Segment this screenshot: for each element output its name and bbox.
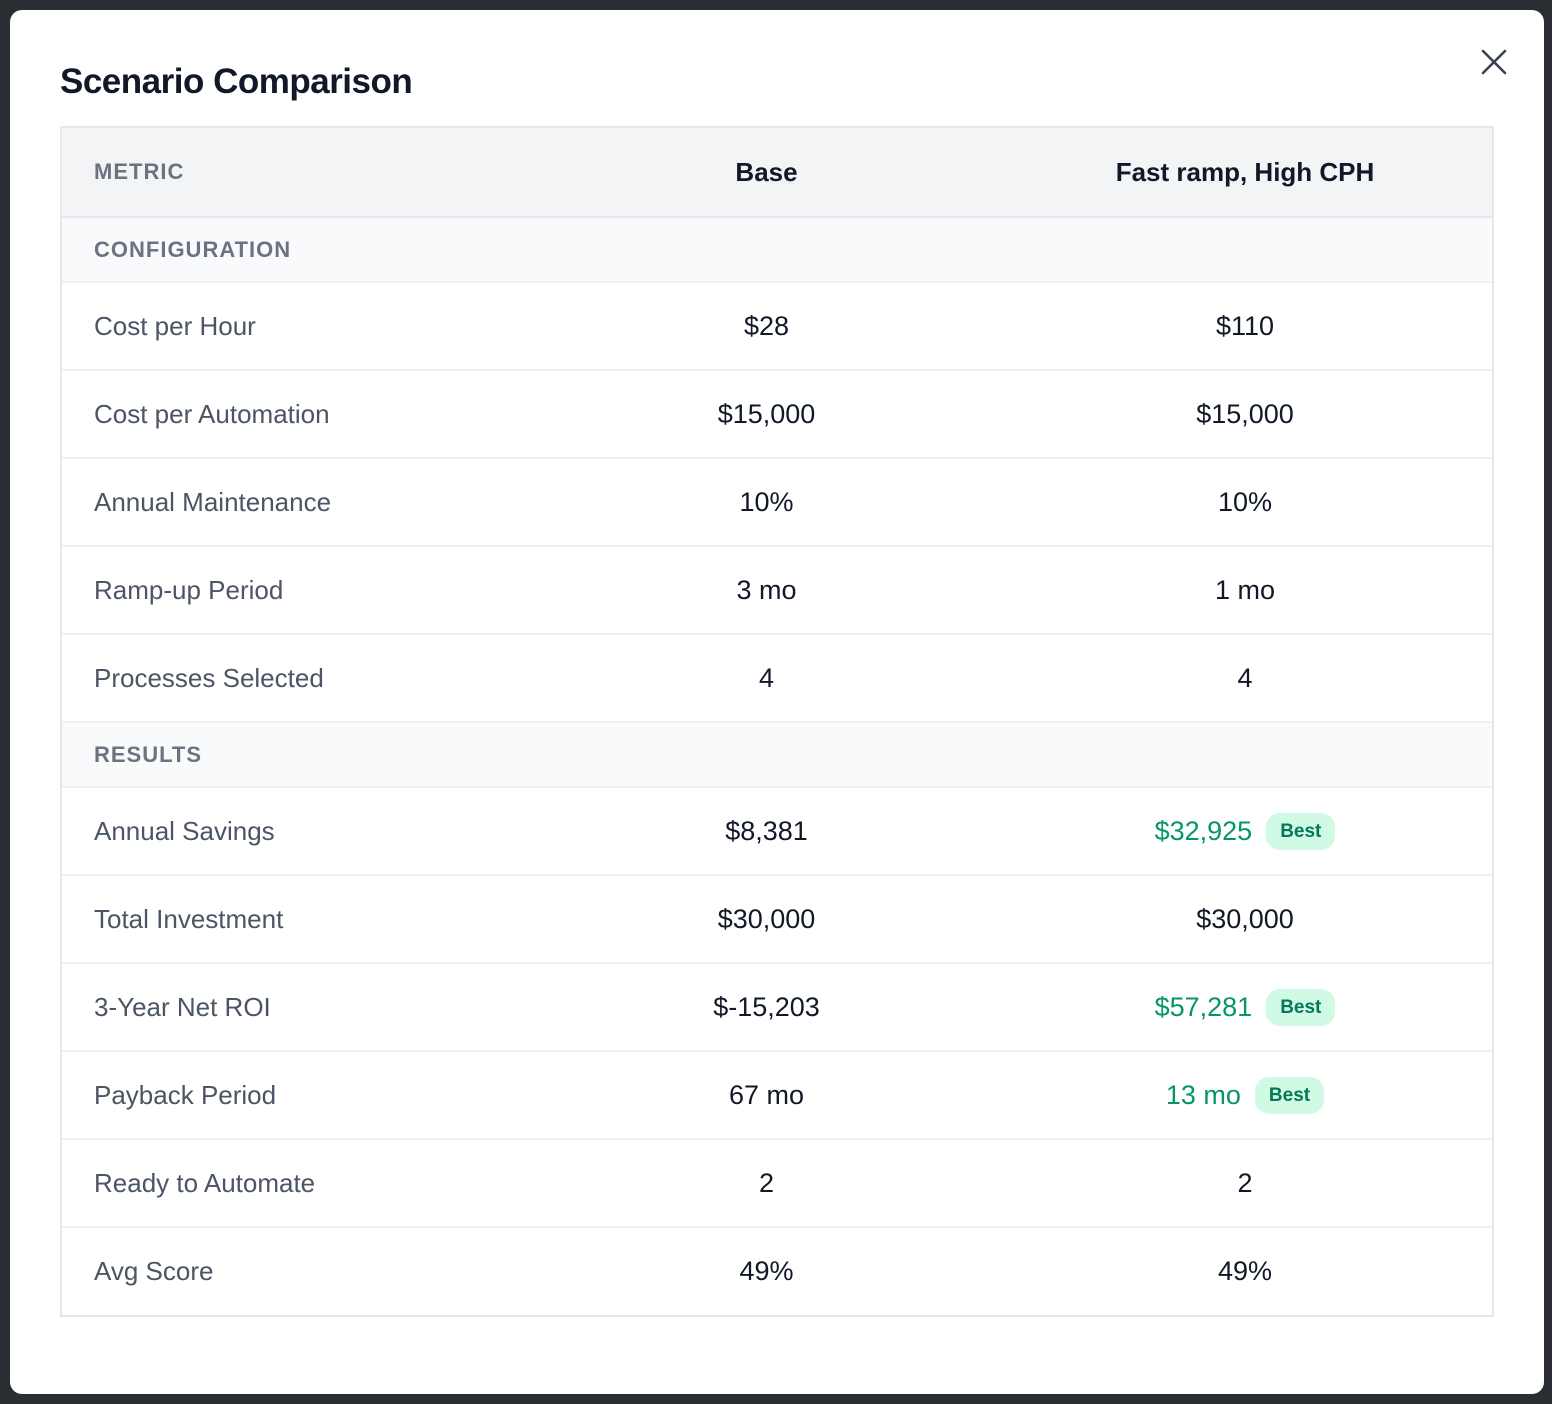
- metric-label: Total Investment: [94, 903, 284, 934]
- best-value-wrap: $32,925 Best: [1154, 812, 1336, 850]
- column-header-scenario-base: Base: [735, 156, 798, 187]
- comparison-table-container: METRIC Base Fast ramp, High CPH CONFIGUR…: [60, 126, 1494, 1317]
- metric-value: $110: [1215, 310, 1275, 341]
- value-cell-base: $8,381: [535, 787, 998, 875]
- metric-value: 4: [758, 662, 775, 693]
- value-cell-base: $-15,203: [535, 963, 998, 1051]
- metric-label: Annual Savings: [94, 815, 275, 846]
- value-cell-fast-ramp: 10%: [998, 458, 1492, 546]
- value-cell-fast-ramp: 2: [998, 1139, 1492, 1227]
- value-cell-fast-ramp: $30,000: [998, 875, 1492, 963]
- section-header-row: CONFIGURATION: [62, 217, 1492, 282]
- value-cell-base: 3 mo: [535, 546, 998, 634]
- metric-value: 1 mo: [1214, 574, 1276, 605]
- metric-label: Ready to Automate: [94, 1167, 316, 1198]
- best-value: 13 mo: [1165, 1079, 1241, 1110]
- metric-label: Cost per Hour: [94, 310, 256, 341]
- metric-value: 2: [758, 1167, 775, 1198]
- best-badge: Best: [1266, 812, 1336, 850]
- metric-value: 10%: [739, 486, 794, 517]
- metric-label: Payback Period: [94, 1079, 277, 1110]
- value-cell-base: $15,000: [535, 370, 998, 458]
- modal-title: Scenario Comparison: [60, 62, 413, 101]
- metric-value: 49%: [739, 1256, 794, 1286]
- column-header-scenario-fast-ramp: Fast ramp, High CPH: [1115, 156, 1375, 187]
- table-row: Ready to Automate 2 2: [62, 1139, 1492, 1227]
- metric-value: $30,000: [717, 903, 816, 934]
- table-row: Total Investment $30,000 $30,000: [62, 875, 1492, 963]
- metric-label: Cost per Automation: [94, 398, 330, 429]
- value-cell-base: 49%: [535, 1227, 998, 1315]
- metric-label: Ramp-up Period: [94, 574, 284, 605]
- table-header-row: METRIC Base Fast ramp, High CPH: [62, 128, 1492, 217]
- value-cell-base: 67 mo: [535, 1051, 998, 1139]
- metric-value: 3 mo: [736, 574, 797, 605]
- metric-value: 2: [1237, 1167, 1253, 1198]
- metric-value: $-15,203: [713, 991, 820, 1022]
- metric-value: $15,000: [1196, 398, 1294, 429]
- value-cell-base: 10%: [535, 458, 998, 546]
- section-header-row: RESULTS: [62, 722, 1492, 787]
- value-cell-fast-ramp: 1 mo: [998, 546, 1492, 634]
- table-row: Cost per Automation $15,000 $15,000: [62, 370, 1492, 458]
- value-cell-base: $30,000: [535, 875, 998, 963]
- best-value: $32,925: [1154, 815, 1253, 846]
- table-row: Annual Maintenance 10% 10%: [62, 458, 1492, 546]
- scenario-comparison-modal: Scenario Comparison METRIC Base Fast ram…: [10, 10, 1544, 1394]
- value-cell-fast-ramp: 4: [998, 634, 1492, 722]
- value-cell-base: 4: [535, 634, 998, 722]
- close-button[interactable]: [1474, 42, 1514, 82]
- comparison-table: METRIC Base Fast ramp, High CPH CONFIGUR…: [62, 128, 1492, 1315]
- best-badge: Best: [1266, 988, 1336, 1026]
- best-value-wrap: $57,281 Best: [1154, 988, 1336, 1026]
- table-row: Annual Savings $8,381 $32,925 Best: [62, 787, 1492, 875]
- best-badge: Best: [1254, 1076, 1325, 1114]
- table-body: CONFIGURATION Cost per Hour $28 $110 Cost pe…: [62, 217, 1492, 1315]
- table-row: 3-Year Net ROI $-15,203 $57,281 Best: [62, 963, 1492, 1051]
- value-cell-fast-ramp: $32,925 Best: [998, 787, 1492, 875]
- section-title: CONFIGURATION: [94, 236, 292, 262]
- metric-label: Processes Selected: [94, 662, 324, 693]
- column-header-metric: METRIC: [94, 159, 185, 184]
- metric-value: $28: [743, 310, 790, 341]
- metric-value: $15,000: [717, 398, 816, 429]
- value-cell-fast-ramp: 13 mo Best: [998, 1051, 1492, 1139]
- metric-value: 49%: [1217, 1256, 1273, 1286]
- table-row: Payback Period 67 mo 13 mo Best: [62, 1051, 1492, 1139]
- table-row: Avg Score 49% 49%: [62, 1227, 1492, 1315]
- value-cell-fast-ramp: $15,000: [998, 370, 1492, 458]
- table-row: Ramp-up Period 3 mo 1 mo: [62, 546, 1492, 634]
- metric-value: 4: [1237, 662, 1253, 693]
- best-value: $57,281: [1154, 991, 1253, 1022]
- metric-label: 3-Year Net ROI: [94, 991, 271, 1022]
- best-value-wrap: 13 mo Best: [1165, 1076, 1325, 1114]
- metric-value: 67 mo: [728, 1079, 805, 1110]
- value-cell-base: $28: [535, 282, 998, 370]
- table-header: METRIC Base Fast ramp, High CPH: [62, 128, 1492, 217]
- value-cell-base: 2: [535, 1139, 998, 1227]
- metric-label: Avg Score: [94, 1256, 214, 1286]
- metric-label: Annual Maintenance: [94, 486, 332, 517]
- metric-value: $30,000: [1196, 903, 1294, 934]
- table-row: Processes Selected 4 4: [62, 634, 1492, 722]
- value-cell-fast-ramp: 49%: [998, 1227, 1492, 1315]
- metric-value: $8,381: [725, 815, 808, 846]
- metric-value: 10%: [1217, 486, 1273, 517]
- value-cell-fast-ramp: $57,281 Best: [998, 963, 1492, 1051]
- close-icon: [1481, 49, 1507, 75]
- value-cell-fast-ramp: $110: [998, 282, 1492, 370]
- table-row: Cost per Hour $28 $110: [62, 282, 1492, 370]
- section-title: RESULTS: [94, 741, 203, 767]
